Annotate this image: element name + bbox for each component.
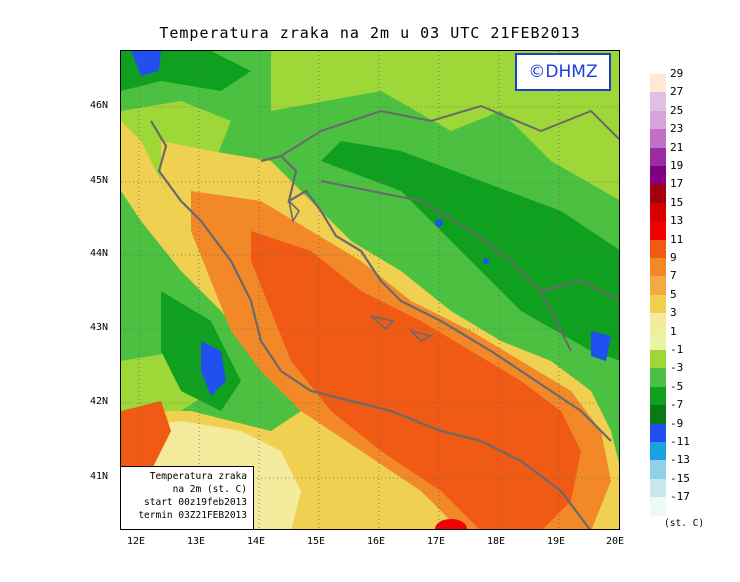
dhmz-watermark: ©DHMZ: [515, 53, 611, 91]
legend-label: -5: [670, 379, 684, 393]
cold-spot-apennines: [201, 341, 226, 396]
legend-swatch: [650, 239, 666, 258]
legend-swatch: [650, 405, 666, 424]
legend-swatch: [650, 258, 666, 277]
legend-swatch: [650, 202, 666, 222]
legend-label: -9: [670, 416, 684, 430]
legend-swatch: [650, 92, 666, 111]
lat-label-46n: 46N: [90, 100, 109, 111]
legend-label: 13: [670, 214, 684, 228]
legend-swatch: [650, 110, 666, 130]
legend-label: 19: [670, 159, 684, 172]
legend-swatch: [650, 331, 666, 350]
legend-unit: (st. C): [664, 518, 705, 529]
legend-label: -7: [670, 398, 684, 412]
temperature-field-svg: [121, 51, 619, 529]
legend-swatch: [650, 313, 666, 332]
legend-label: 11: [670, 232, 684, 246]
legend-label: 15: [670, 195, 684, 209]
legend-label: 3: [670, 306, 677, 320]
legend-swatch: [650, 74, 666, 93]
legend-swatch: [650, 294, 666, 314]
sea-warm-core: [251, 231, 581, 529]
legend-swatch: [650, 184, 666, 203]
info-line-3: start 00z19feb2013: [144, 497, 247, 508]
lon-label-20e: 20E: [606, 536, 625, 547]
legend-label: 29: [670, 67, 684, 80]
legend-swatch: [650, 386, 666, 406]
info-line-1: Temperatura zraka: [149, 471, 247, 482]
legend-label: -17: [670, 490, 690, 504]
lon-label-12e: 12E: [127, 536, 146, 547]
lon-label-14e: 14E: [247, 536, 266, 547]
info-line-2: na 2m (st. C): [172, 484, 247, 495]
legend-swatch: [650, 276, 666, 295]
legend-label: -3: [670, 361, 684, 375]
info-box: Temperatura zraka na 2m (st. C) start 00…: [120, 466, 254, 530]
lat-label-44n: 44N: [90, 248, 109, 259]
lat-label-42n: 42N: [90, 396, 109, 407]
legend-label: -15: [670, 471, 690, 485]
cold-spot-alps: [131, 51, 161, 76]
legend-swatch: [650, 129, 666, 148]
graticule: [121, 51, 619, 529]
legend-label: 7: [670, 269, 677, 283]
legend-swatch: [650, 423, 666, 442]
legend-label: -13: [670, 453, 690, 467]
lon-label-18e: 18E: [487, 536, 506, 547]
island-korcula: [408, 329, 434, 342]
lon-label-13e: 13E: [187, 536, 206, 547]
legend-label: 9: [670, 251, 677, 264]
cold-spot-balkans: [591, 331, 611, 361]
island-hvar: [370, 315, 395, 331]
legend-label: 21: [670, 140, 684, 154]
legend-swatch: [650, 147, 666, 166]
tyrrhenian-warm: [121, 401, 171, 481]
border-north: [280, 104, 619, 157]
legend-swatch: [650, 368, 666, 387]
lon-label-19e: 19E: [547, 536, 566, 547]
island-krk: [287, 198, 301, 224]
legend-label: 1: [670, 324, 677, 338]
lat-label-45n: 45N: [90, 175, 109, 186]
lon-label-17e: 17E: [427, 536, 446, 547]
legend-label: 5: [670, 287, 677, 301]
legend-swatch: [650, 166, 666, 185]
legend-swatch: [650, 478, 666, 498]
legend-swatch: [650, 221, 666, 240]
lat-label-43n: 43N: [90, 322, 109, 333]
cold-spot-bosnia-2: [483, 258, 489, 264]
legend-label: 23: [670, 122, 684, 136]
croatia-coastline: [260, 154, 612, 442]
legend-label: -11: [670, 435, 690, 448]
italy-adriatic-coastline: [150, 120, 591, 529]
border-bosnia: [320, 180, 572, 352]
legend-swatch: [650, 442, 666, 461]
temperature-map: [120, 50, 620, 530]
legend-swatch: [650, 460, 666, 479]
hot-spot-south: [435, 519, 467, 529]
border-serbia: [540, 279, 619, 302]
legend-label: 17: [670, 177, 684, 191]
legend-label: 25: [670, 103, 684, 117]
map-title: Temperatura zraka na 2m u 03 UTC 21FEB20…: [159, 24, 581, 42]
lon-label-15e: 15E: [307, 536, 326, 547]
legend-swatch: [650, 350, 666, 369]
legend-swatch: [650, 497, 666, 516]
lat-label-41n: 41N: [90, 471, 109, 482]
dinaric-dark-band: [321, 141, 619, 361]
lon-label-16e: 16E: [367, 536, 386, 547]
info-line-4: termin 03Z21FEB2013: [138, 510, 247, 521]
legend-label: 27: [670, 85, 684, 99]
legend-label: -1: [670, 343, 684, 356]
